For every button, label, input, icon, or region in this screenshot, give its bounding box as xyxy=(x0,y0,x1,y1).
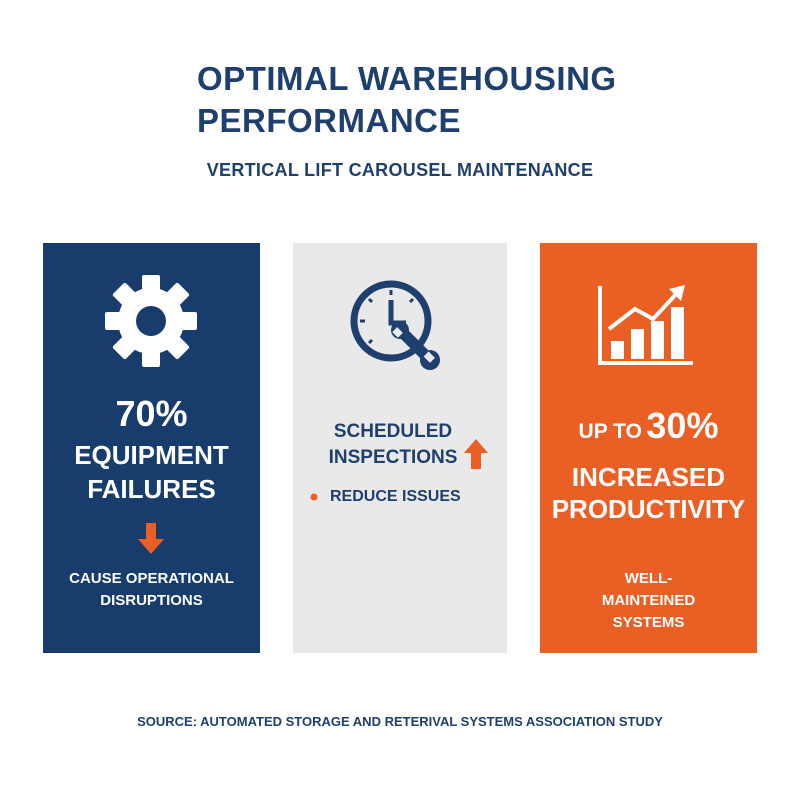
down-arrow xyxy=(138,523,164,554)
source: SOURCE: AUTOMATED STORAGE AND RETERIVAL … xyxy=(137,714,663,729)
subtitle: VERTICAL LIFT CAROUSEL MAINTENANCE xyxy=(206,160,594,180)
bullet: REDUCE ISSUES xyxy=(330,488,461,505)
up-arrow xyxy=(464,439,488,469)
title: OPTIMAL WAREHOUSING PERFORMANCE xyxy=(197,60,617,139)
gear-icon xyxy=(105,275,197,367)
label: EQUIPMENT FAILURES xyxy=(74,440,229,504)
panel: UP TO 30% INCREASED PRODUCTIVITY WELL-MA… xyxy=(540,243,757,653)
panel: SCHEDULED INSPECTIONS REDUCE ISSUES xyxy=(293,243,507,653)
label: INCREASED PRODUCTIVITY xyxy=(551,462,746,524)
panel: 70% EQUIPMENT FAILURES CAUSE OPERATIONAL… xyxy=(43,243,260,653)
note: WELL-MAINTEINED SYSTEMS xyxy=(601,570,696,631)
stat-line: UP TO 30% xyxy=(540,405,757,447)
growth-chart-icon xyxy=(598,285,693,365)
note: CAUSE OPERATIONAL DISRUPTIONS xyxy=(69,570,234,609)
bullet-dot xyxy=(310,493,318,501)
label: SCHEDULED INSPECTIONS xyxy=(328,421,458,468)
stat: 30% xyxy=(646,405,719,446)
stat: 70% xyxy=(115,393,188,434)
clock-wrench-icon xyxy=(350,280,440,370)
prefix: UP TO xyxy=(578,420,642,443)
